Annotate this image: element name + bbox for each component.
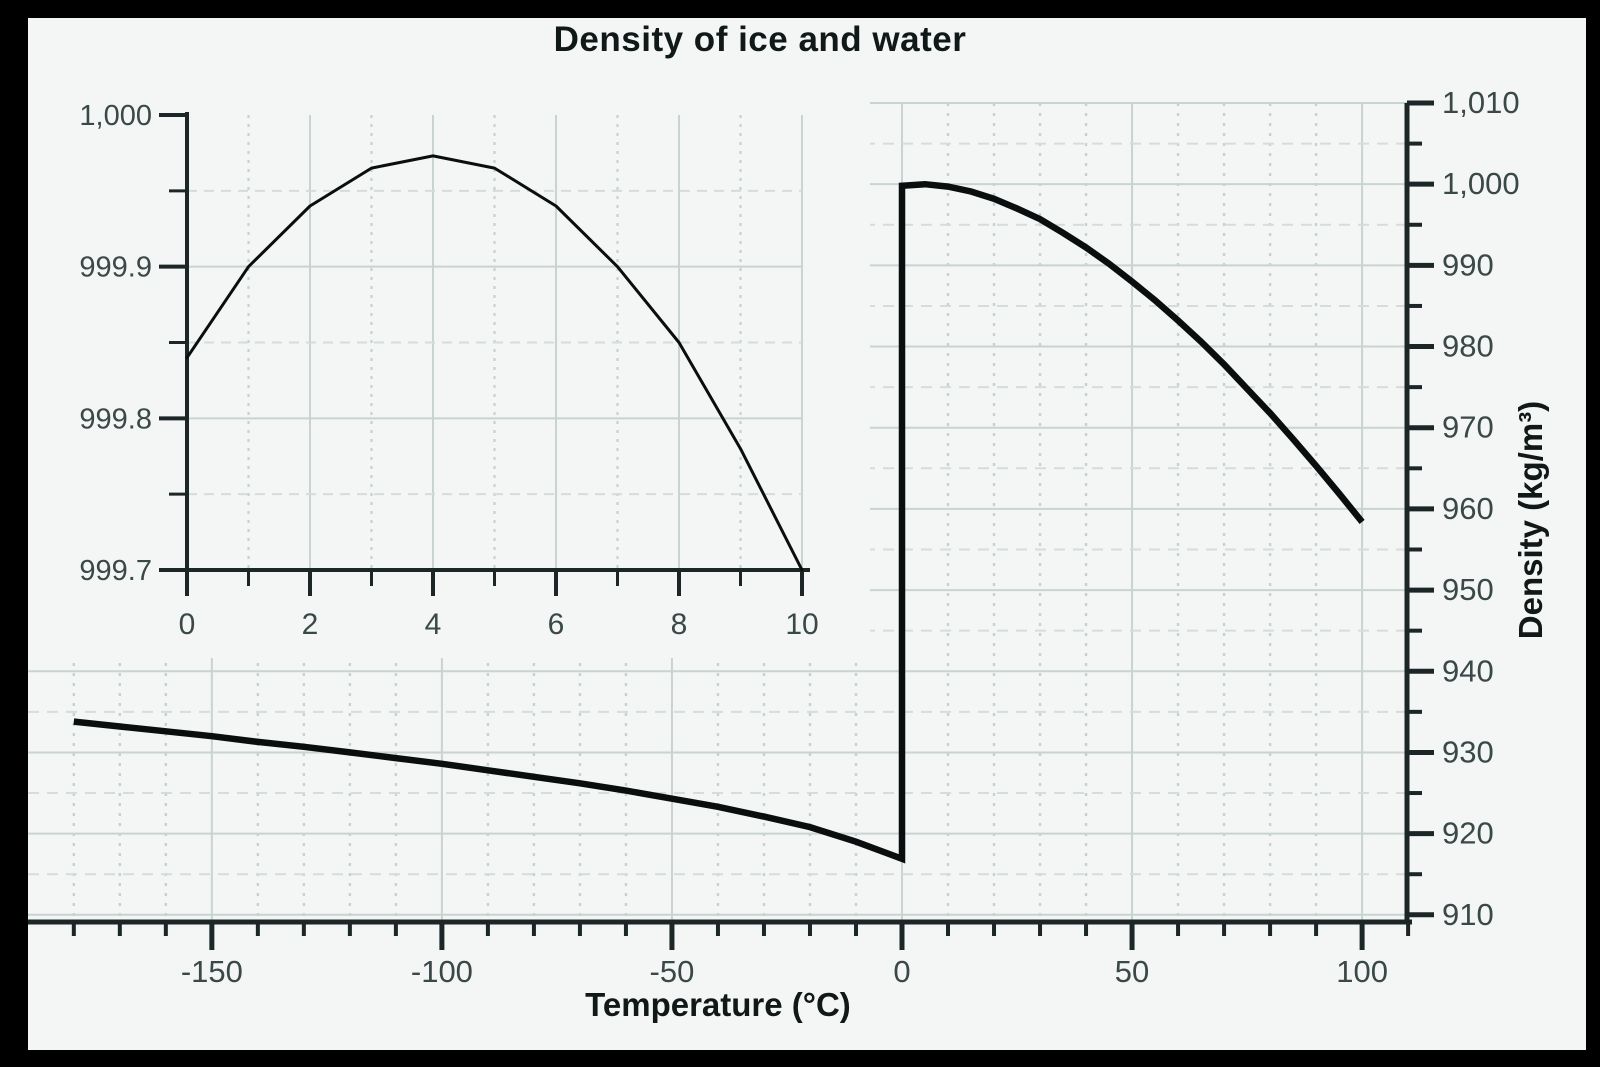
inset-y-axis: 999.7 999.8 999.9 1,000 <box>79 100 189 594</box>
tick-label: 950 <box>1442 572 1494 607</box>
main-series <box>73 180 1365 864</box>
tick-label: 1,010 <box>1442 85 1520 120</box>
tick-label: 0 <box>893 954 910 989</box>
tick-label: 2 <box>302 608 319 641</box>
tick-label: -50 <box>650 954 695 989</box>
tick-label: 999.9 <box>79 252 152 284</box>
inset-series <box>185 154 804 572</box>
tick-label: 1,000 <box>79 100 152 132</box>
tick-label: 999.7 <box>79 555 152 587</box>
tick-label: 50 <box>1115 954 1149 989</box>
inset-panel-group <box>28 18 870 658</box>
tick-label: 999.8 <box>79 403 152 435</box>
tick-label: 940 <box>1442 653 1494 688</box>
x-axis-title: Temperature (°C) <box>585 986 851 1023</box>
tick-label: -100 <box>411 954 473 989</box>
tick-label: 980 <box>1442 329 1494 364</box>
y-axis-title: Density (kg/m³) <box>1512 400 1549 640</box>
inset-grid <box>187 115 803 570</box>
tick-label: 6 <box>548 608 565 641</box>
tick-label: 920 <box>1442 816 1494 851</box>
tick-label: 8 <box>671 608 688 641</box>
chart-title: Density of ice and water <box>553 20 967 59</box>
inset-panel <box>28 18 870 658</box>
main-x-axis: -150 -100 -50 0 50 100 <box>28 919 1412 989</box>
main-y-axis: 910 920 930 940 950 960 970 980 990 1,000 1,010 <box>1404 85 1520 932</box>
tick-label: 4 <box>425 608 442 641</box>
inset-density-curve <box>185 154 804 572</box>
tick-label: 910 <box>1442 897 1494 932</box>
tick-label: 990 <box>1442 247 1494 282</box>
tick-label: 930 <box>1442 734 1494 769</box>
inset-x-axis: 0 2 4 6 8 10 <box>159 568 819 641</box>
tick-label: 0 <box>179 608 196 641</box>
tick-label: -150 <box>181 954 243 989</box>
tick-label: 1,000 <box>1442 166 1520 201</box>
tick-label: 10 <box>785 608 818 641</box>
tick-label: 960 <box>1442 491 1494 526</box>
main-density-curve <box>73 180 1365 864</box>
tick-label: 100 <box>1336 954 1388 989</box>
tick-label: 970 <box>1442 410 1494 445</box>
